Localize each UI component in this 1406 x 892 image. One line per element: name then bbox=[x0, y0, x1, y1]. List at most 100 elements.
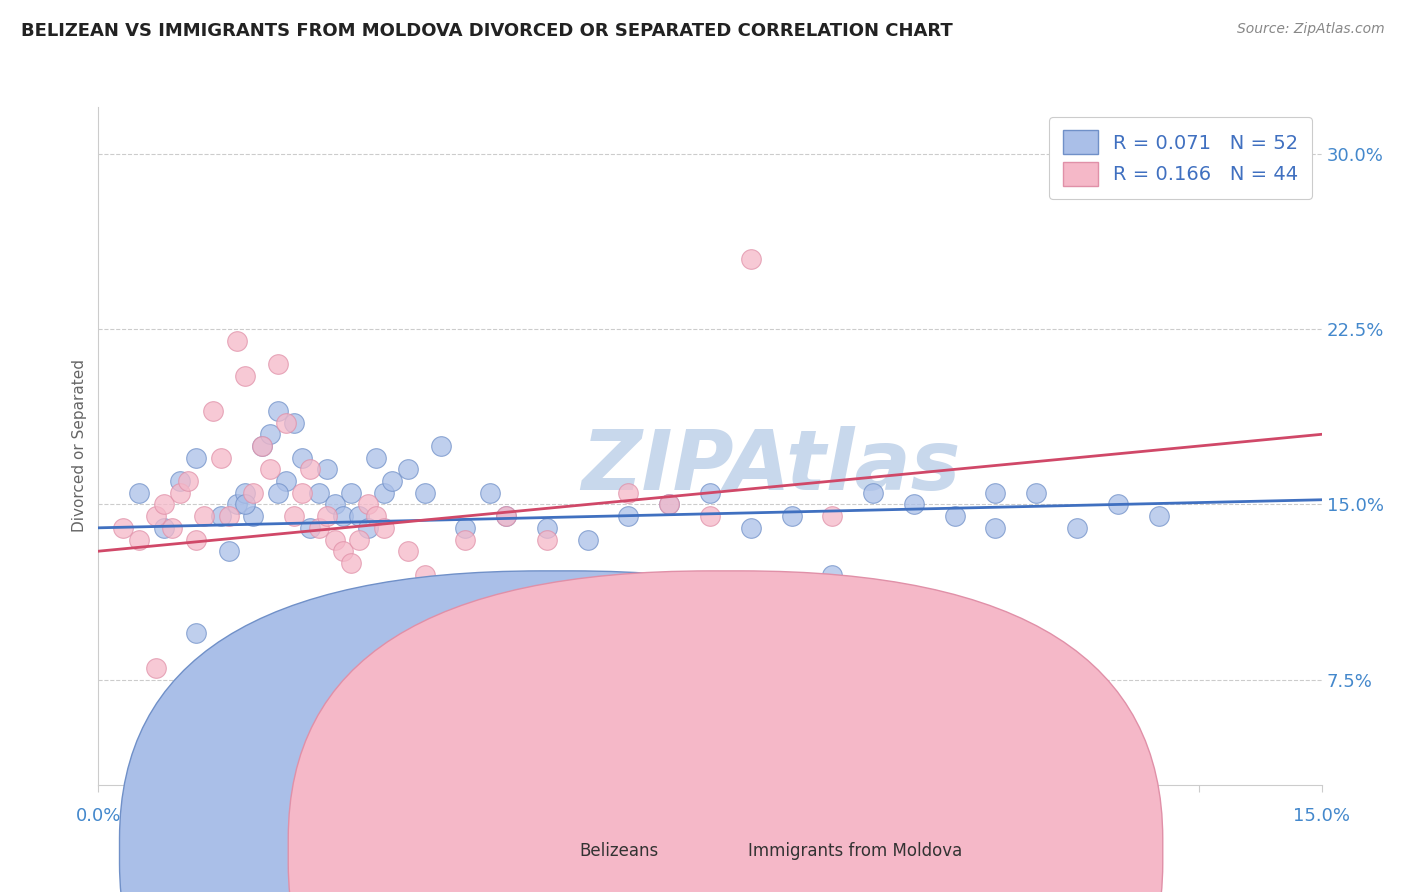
Point bbox=[283, 416, 305, 430]
Point bbox=[259, 427, 281, 442]
Point bbox=[364, 450, 387, 465]
Point bbox=[186, 450, 208, 465]
Point bbox=[373, 485, 395, 500]
Point bbox=[364, 509, 387, 524]
Point bbox=[1147, 509, 1170, 524]
Point bbox=[250, 439, 273, 453]
Point bbox=[209, 509, 232, 524]
Point bbox=[740, 661, 762, 675]
Point bbox=[299, 521, 322, 535]
Point bbox=[478, 485, 501, 500]
Point bbox=[396, 544, 419, 558]
Text: 0.0%: 0.0% bbox=[76, 807, 121, 825]
Text: Immigrants from Moldova: Immigrants from Moldova bbox=[748, 842, 962, 860]
Point bbox=[332, 509, 354, 524]
Point bbox=[780, 509, 803, 524]
Point bbox=[984, 521, 1007, 535]
Point bbox=[323, 498, 346, 512]
Point bbox=[315, 462, 337, 476]
Point bbox=[209, 450, 232, 465]
Point bbox=[169, 474, 191, 488]
Point bbox=[250, 439, 273, 453]
Point bbox=[381, 474, 404, 488]
Point bbox=[177, 474, 200, 488]
Point bbox=[356, 498, 378, 512]
Point bbox=[242, 509, 264, 524]
Point bbox=[349, 533, 371, 547]
Point bbox=[340, 485, 363, 500]
Point bbox=[299, 462, 322, 476]
Point bbox=[821, 567, 844, 582]
Point bbox=[145, 509, 167, 524]
Point bbox=[201, 404, 224, 418]
Text: BELIZEAN VS IMMIGRANTS FROM MOLDOVA DIVORCED OR SEPARATED CORRELATION CHART: BELIZEAN VS IMMIGRANTS FROM MOLDOVA DIVO… bbox=[21, 22, 953, 40]
Point bbox=[740, 521, 762, 535]
Point bbox=[1066, 521, 1088, 535]
Point bbox=[111, 521, 134, 535]
Point bbox=[943, 509, 966, 524]
Text: ZIPAtlas: ZIPAtlas bbox=[582, 425, 960, 507]
Point bbox=[617, 485, 640, 500]
Point bbox=[454, 521, 477, 535]
Point bbox=[413, 485, 436, 500]
Point bbox=[186, 626, 208, 640]
Point bbox=[308, 485, 330, 500]
Point bbox=[373, 521, 395, 535]
Point bbox=[218, 509, 240, 524]
Point bbox=[821, 509, 844, 524]
Point bbox=[226, 498, 249, 512]
Text: Belizeans: Belizeans bbox=[579, 842, 658, 860]
Point bbox=[186, 533, 208, 547]
Point bbox=[209, 696, 232, 710]
Point bbox=[315, 509, 337, 524]
Point bbox=[658, 498, 681, 512]
Point bbox=[349, 509, 371, 524]
Point bbox=[291, 450, 314, 465]
Point bbox=[332, 544, 354, 558]
Point bbox=[233, 485, 256, 500]
Point bbox=[396, 462, 419, 476]
Point bbox=[413, 567, 436, 582]
Point bbox=[658, 498, 681, 512]
Point bbox=[454, 533, 477, 547]
Point bbox=[536, 521, 558, 535]
Point bbox=[323, 533, 346, 547]
Point bbox=[495, 509, 517, 524]
Y-axis label: Divorced or Separated: Divorced or Separated bbox=[72, 359, 87, 533]
Point bbox=[291, 485, 314, 500]
Point bbox=[259, 462, 281, 476]
Point bbox=[267, 404, 290, 418]
Point bbox=[576, 533, 599, 547]
Point bbox=[1025, 485, 1047, 500]
Point bbox=[274, 416, 297, 430]
Point bbox=[536, 533, 558, 547]
Point bbox=[267, 485, 290, 500]
Point bbox=[430, 439, 453, 453]
Text: Source: ZipAtlas.com: Source: ZipAtlas.com bbox=[1237, 22, 1385, 37]
Text: 15.0%: 15.0% bbox=[1294, 807, 1350, 825]
Point bbox=[218, 544, 240, 558]
Point bbox=[308, 521, 330, 535]
Point bbox=[152, 498, 174, 512]
Point bbox=[903, 498, 925, 512]
Point bbox=[274, 474, 297, 488]
Point bbox=[699, 509, 721, 524]
Point bbox=[152, 521, 174, 535]
Point bbox=[283, 509, 305, 524]
Point bbox=[617, 509, 640, 524]
Point bbox=[145, 661, 167, 675]
Point bbox=[128, 533, 150, 547]
Point bbox=[242, 485, 264, 500]
Point bbox=[226, 334, 249, 348]
Legend: R = 0.071   N = 52, R = 0.166   N = 44: R = 0.071 N = 52, R = 0.166 N = 44 bbox=[1049, 117, 1312, 199]
Point bbox=[356, 521, 378, 535]
Point bbox=[128, 485, 150, 500]
Point bbox=[740, 252, 762, 266]
Point bbox=[495, 509, 517, 524]
Point bbox=[984, 485, 1007, 500]
Point bbox=[233, 498, 256, 512]
Point bbox=[699, 485, 721, 500]
Point bbox=[233, 368, 256, 383]
Point bbox=[340, 556, 363, 570]
Point bbox=[160, 521, 183, 535]
